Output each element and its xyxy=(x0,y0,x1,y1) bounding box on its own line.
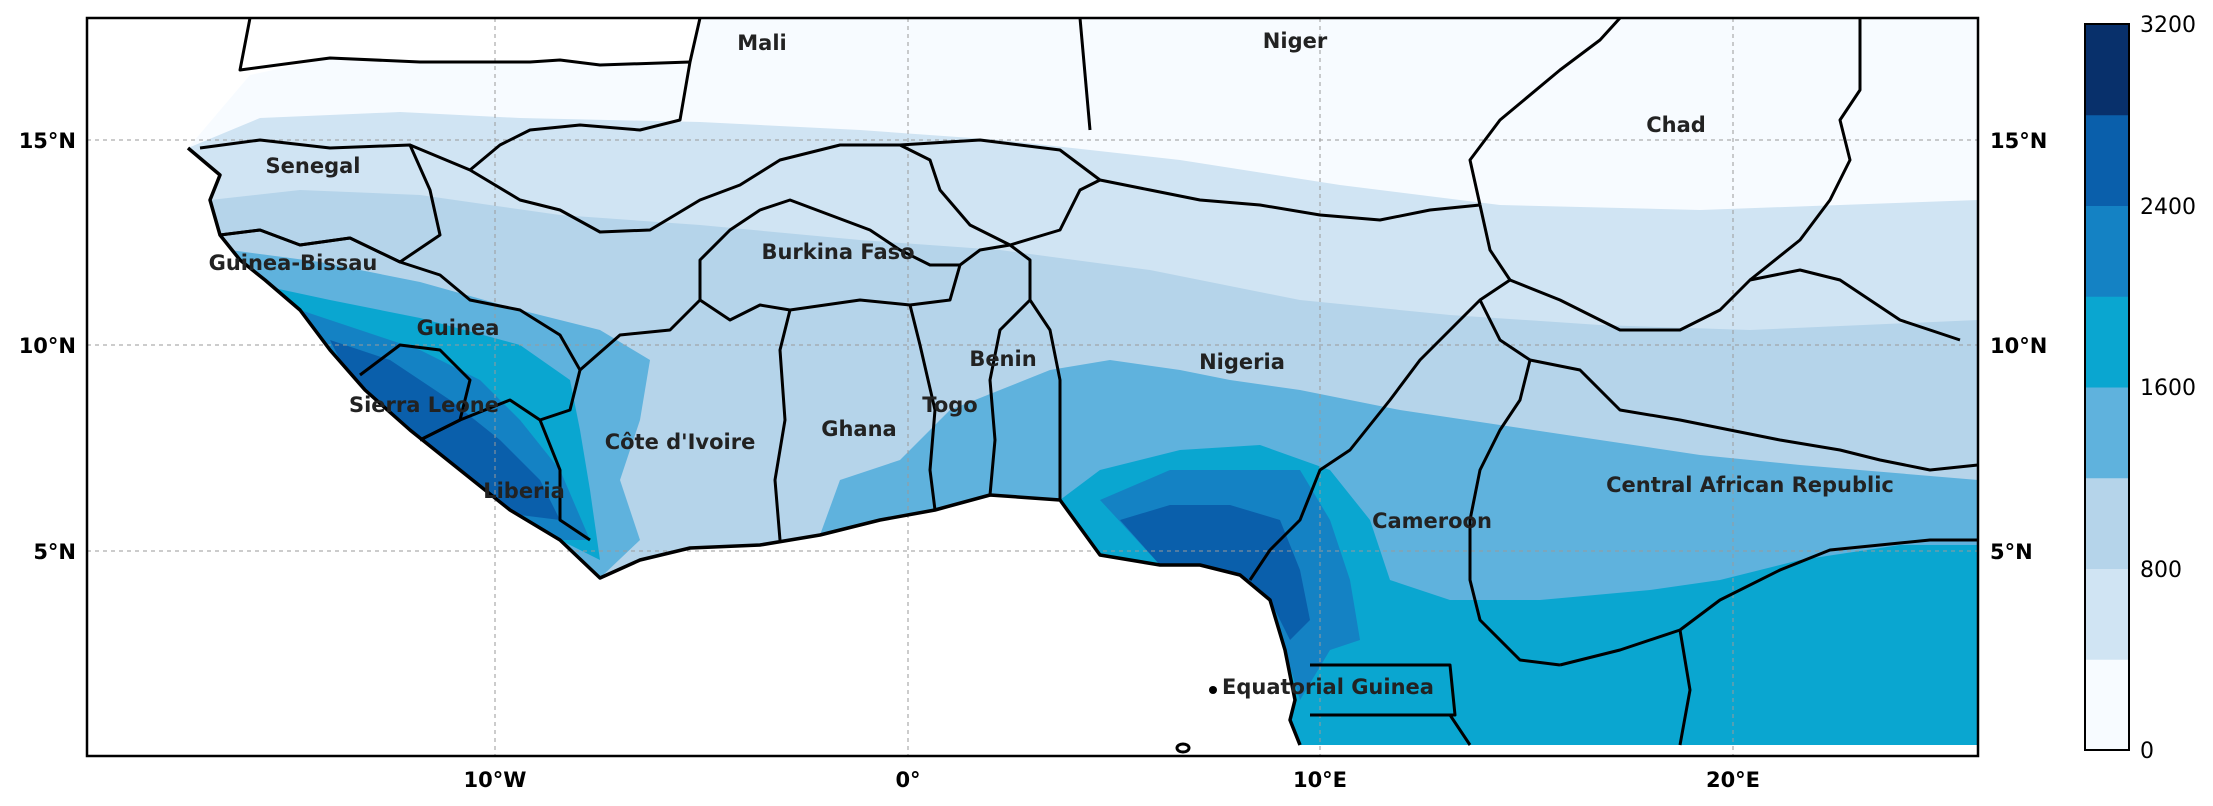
label-guinea: Guinea xyxy=(417,316,500,340)
label-cameroon: Cameroon xyxy=(1372,509,1492,533)
label-chad: Chad xyxy=(1646,113,1706,137)
colorbar-frame xyxy=(2084,23,2130,751)
lat-tick-15n-right: 15°N xyxy=(1990,129,2047,153)
colorbar-band xyxy=(2085,477,2129,569)
colorbar-band xyxy=(2085,296,2129,388)
lat-tick-10n-left: 10°N xyxy=(19,334,76,358)
colorbar-tick-3200: 3200 xyxy=(2140,13,2196,38)
label-mali: Mali xyxy=(737,31,786,55)
colorbar-band xyxy=(2085,114,2129,206)
colorbar-band xyxy=(2085,24,2129,116)
colorbar-band xyxy=(2085,387,2129,479)
colorbar-tick-1600: 1600 xyxy=(2140,376,2196,401)
label-niger: Niger xyxy=(1263,29,1328,53)
label-nigeria: Nigeria xyxy=(1199,350,1285,374)
colorbar-tick-2400: 2400 xyxy=(2140,195,2196,220)
lat-tick-15n-left: 15°N xyxy=(19,129,76,153)
lat-ticks-left: 15°N 10°N 5°N xyxy=(19,129,76,564)
colorbar-band xyxy=(2085,659,2129,751)
gridlines xyxy=(87,18,1978,756)
map-frame xyxy=(85,16,1980,758)
label-benin: Benin xyxy=(969,347,1036,371)
sao-tome-island xyxy=(1175,742,1191,754)
bioko-island xyxy=(1209,686,1217,694)
lon-tick-10w: 10°W xyxy=(464,768,527,792)
lon-ticks: 10°W 0° 10°E 20°E xyxy=(464,768,1760,792)
lat-tick-5n-right: 5°N xyxy=(1990,540,2033,564)
colorbar-bands xyxy=(2085,24,2129,751)
label-togo: Togo xyxy=(922,393,977,417)
label-burkina-faso: Burkina Faso xyxy=(761,240,914,264)
country-labels: Mali Niger Chad Senegal Guinea-Bissau Bu… xyxy=(209,29,1894,699)
label-sierra-leone: Sierra Leone xyxy=(349,393,499,417)
lat-tick-10n-right: 10°N xyxy=(1990,334,2047,358)
colorbar-tick-0: 0 xyxy=(2140,739,2154,764)
colorbar-band xyxy=(2085,568,2129,660)
country-borders xyxy=(186,18,1978,754)
label-guinea-bissau: Guinea-Bissau xyxy=(209,251,378,275)
lat-ticks-right: 15°N 10°N 5°N xyxy=(1990,129,2047,564)
lat-tick-5n-left: 5°N xyxy=(33,540,76,564)
label-equatorial-guinea: Equatorial Guinea xyxy=(1222,675,1434,699)
label-cote-divoire: Côte d'Ivoire xyxy=(605,430,756,454)
colorbar-band xyxy=(2085,205,2129,297)
lon-tick-0: 0° xyxy=(895,768,920,792)
lon-tick-20e: 20°E xyxy=(1706,768,1760,792)
colorbar: 3200 2400 1600 800 0 xyxy=(2084,13,2196,764)
lon-tick-10e: 10°E xyxy=(1293,768,1347,792)
colorbar-tick-800: 800 xyxy=(2140,558,2182,583)
label-ghana: Ghana xyxy=(821,417,896,441)
label-senegal: Senegal xyxy=(266,154,361,178)
label-central-african-republic: Central African Republic xyxy=(1606,473,1894,497)
label-liberia: Liberia xyxy=(483,479,565,503)
